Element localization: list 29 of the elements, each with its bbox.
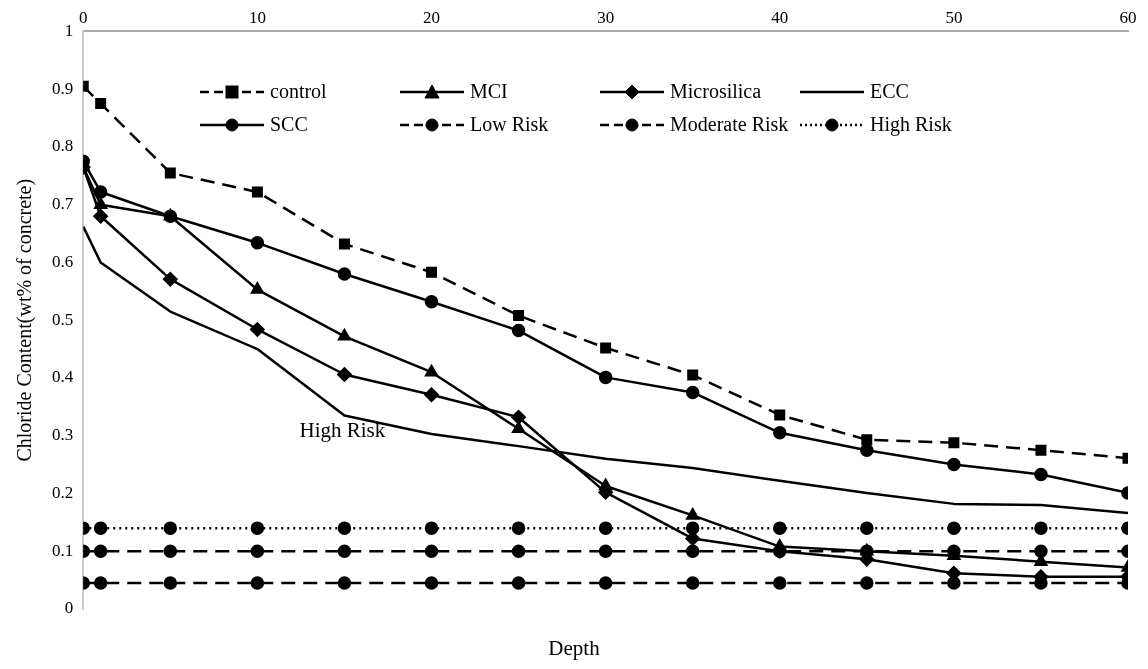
x-tick-label: 20: [423, 7, 440, 27]
legend-label: ECC: [870, 80, 909, 103]
x-tick-label: 40: [771, 7, 789, 27]
y-tick-label: 0.9: [52, 78, 74, 98]
legend-label: Microsilica: [670, 80, 762, 103]
x-tick-label: 10: [248, 7, 266, 27]
y-tick-label: 0.2: [52, 482, 74, 502]
x-tick-label: 60: [1119, 7, 1137, 27]
annotation: High Risk: [299, 418, 386, 444]
x-tick-label: 50: [945, 7, 963, 27]
x-axis-title: Depth: [547, 636, 601, 661]
y-tick-label: 0.8: [52, 136, 74, 156]
legend-label: High Risk: [870, 113, 952, 136]
y-tick-label: 1: [64, 20, 74, 40]
y-axis-title: Chloride Content(wt% of concrete): [13, 178, 37, 462]
legend-label: control: [270, 80, 327, 103]
x-tick-label: 0: [79, 7, 88, 27]
x-tick-label: 30: [597, 7, 615, 27]
y-tick-label: 0.7: [52, 194, 74, 214]
legend-label: Moderate Risk: [670, 113, 789, 136]
y-tick-label: 0.5: [52, 309, 74, 329]
y-tick-label: 0: [64, 598, 74, 618]
y-tick-label: 0.3: [52, 425, 74, 445]
legend-label: Low Risk: [470, 113, 549, 136]
y-tick-label: 0.6: [52, 251, 74, 271]
legend-label: SCC: [270, 113, 308, 136]
y-tick-label: 0.4: [52, 367, 74, 387]
legend-label: MCI: [470, 80, 508, 103]
y-tick-label: 0.1: [52, 540, 74, 560]
